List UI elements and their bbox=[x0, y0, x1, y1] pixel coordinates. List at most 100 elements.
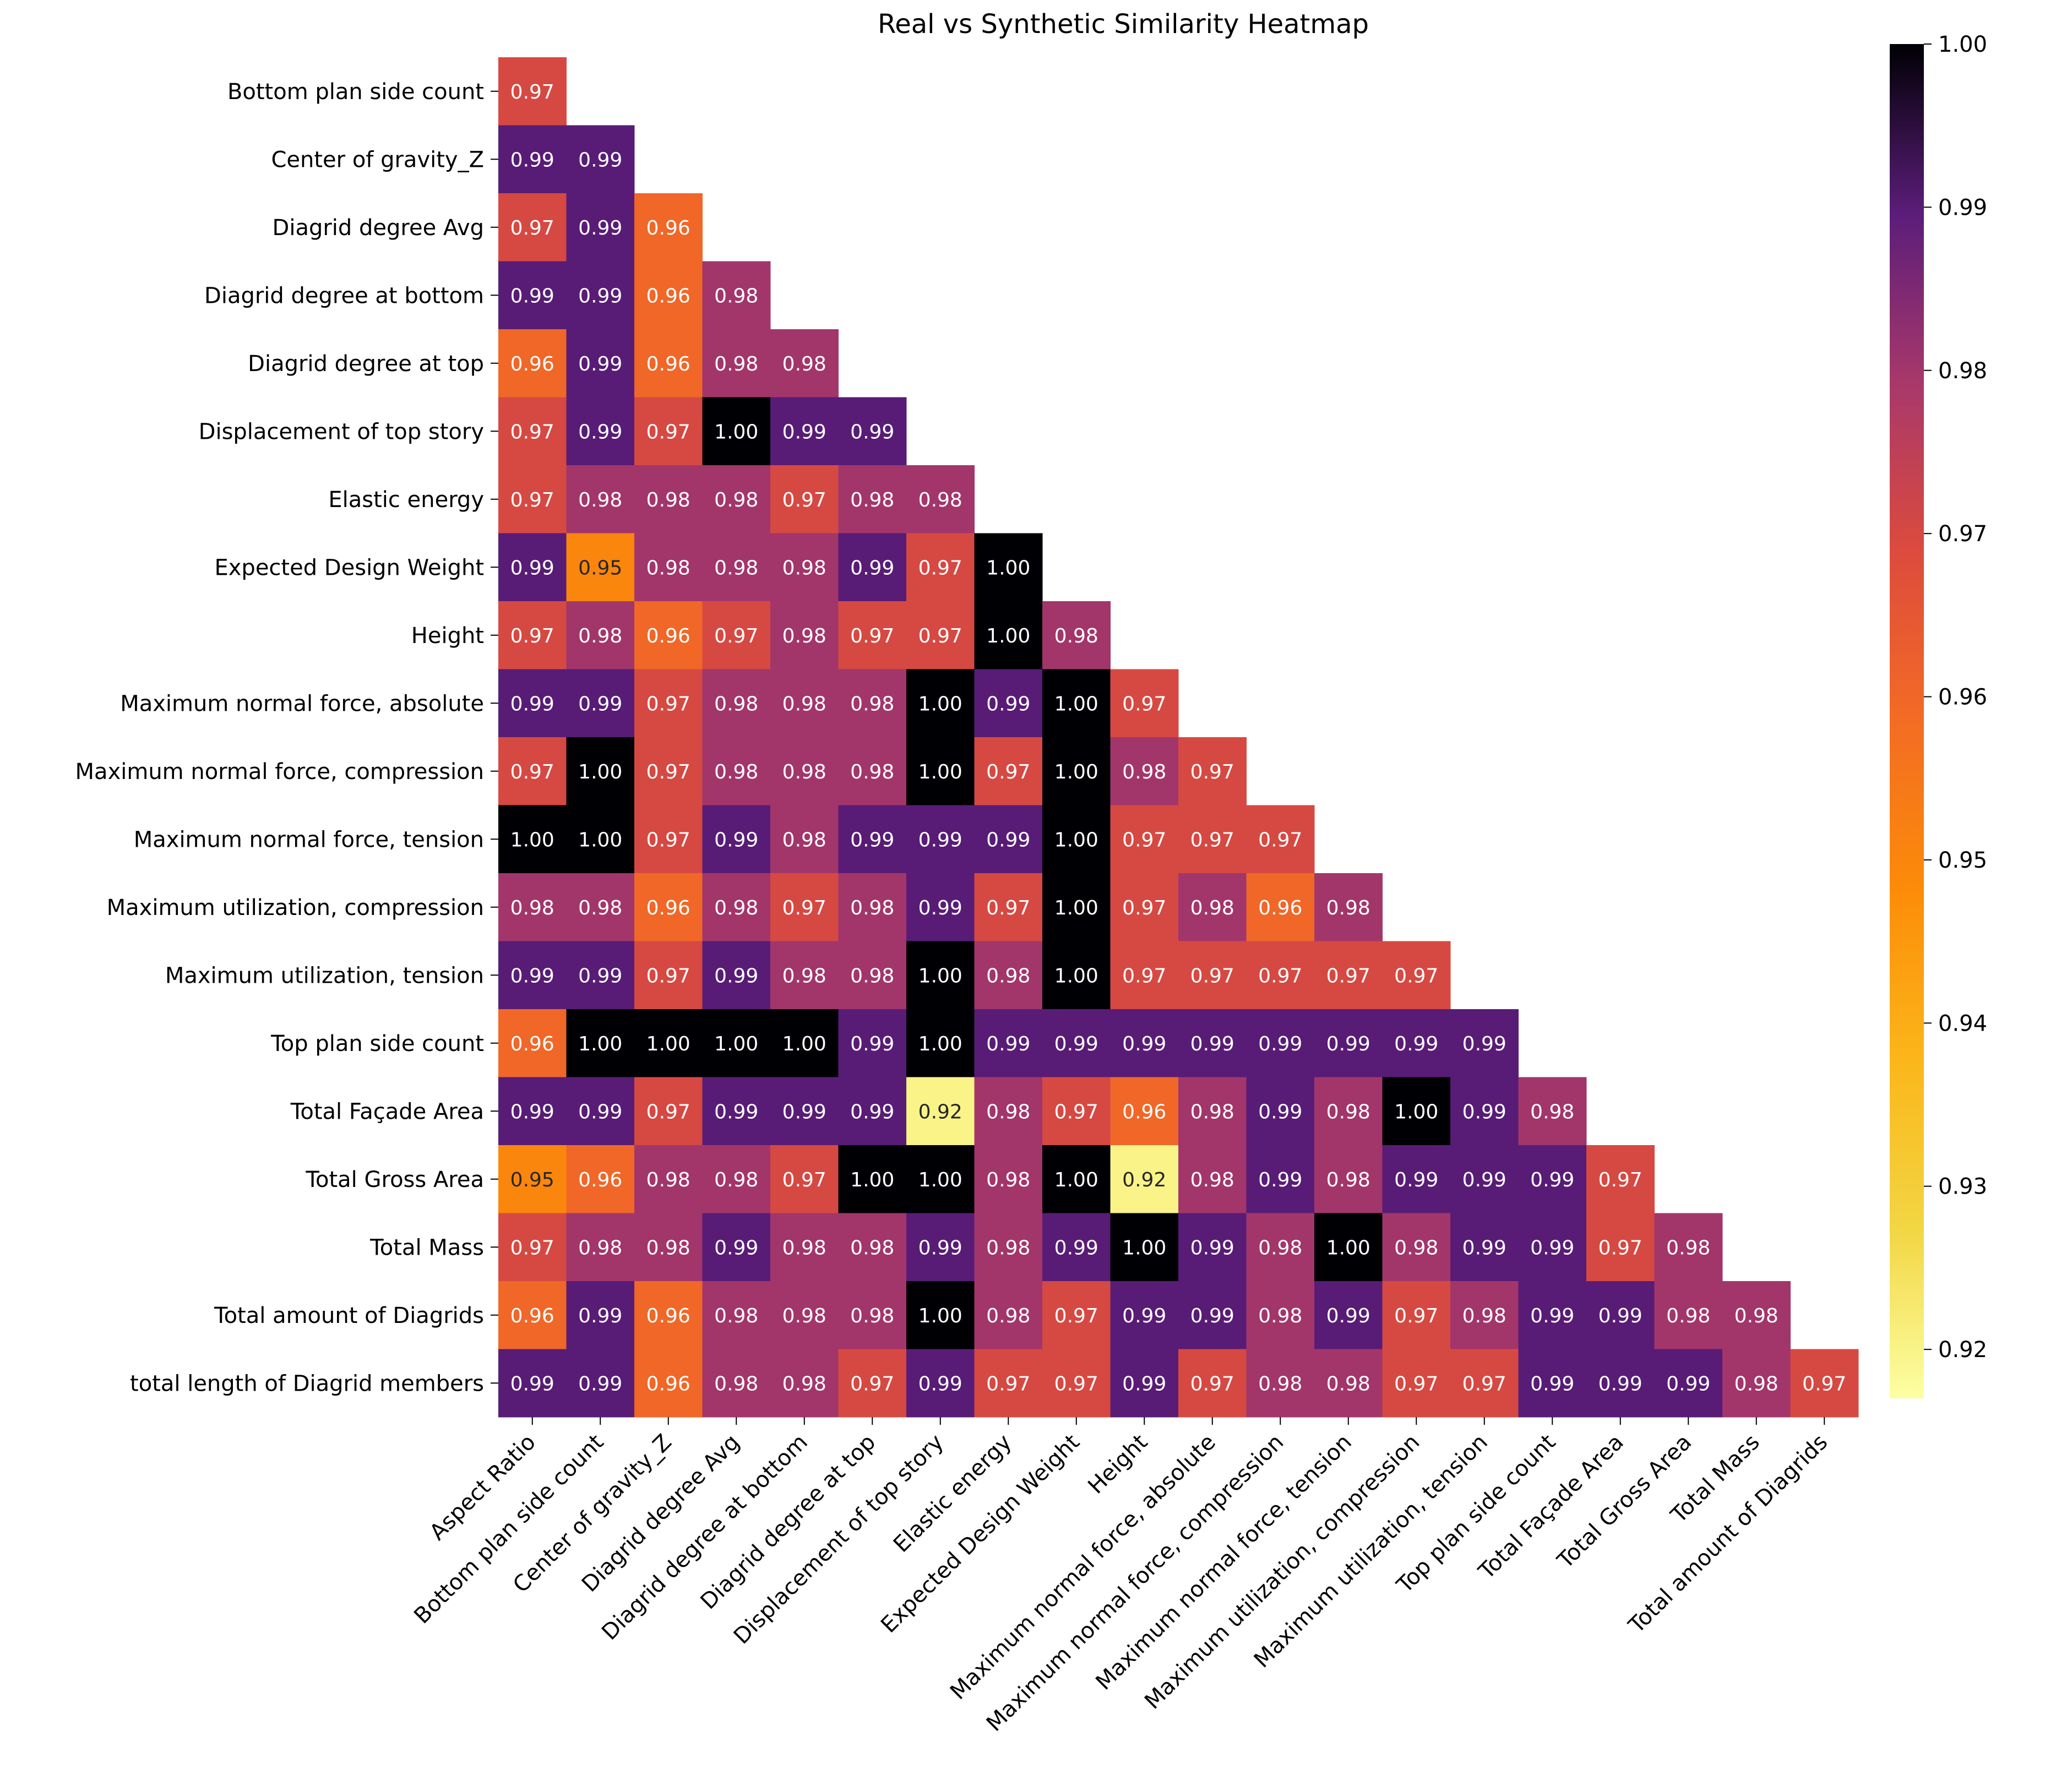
heatmap-cell bbox=[634, 1145, 703, 1213]
cell-value-label: 0.99 bbox=[1394, 1169, 1438, 1191]
cell-value-label: 0.99 bbox=[578, 965, 622, 987]
cell-value-label: 0.97 bbox=[850, 1372, 894, 1395]
heatmap-cell bbox=[838, 1009, 907, 1077]
heatmap-cell bbox=[906, 805, 975, 874]
heatmap-cell bbox=[1246, 1077, 1315, 1146]
heatmap-cell bbox=[1654, 1349, 1723, 1418]
heatmap-cell bbox=[566, 601, 635, 669]
cell-value-label: 0.97 bbox=[646, 1101, 690, 1123]
heatmap-cell bbox=[498, 261, 567, 330]
heatmap-cell bbox=[770, 1349, 839, 1418]
heatmap-cell bbox=[1178, 1349, 1247, 1418]
heatmap-cell bbox=[702, 261, 771, 330]
y-tick-label: Diagrid degree Avg bbox=[273, 215, 484, 241]
heatmap-cell bbox=[702, 397, 771, 466]
heatmap-cell bbox=[770, 1145, 839, 1213]
y-tick-label: Maximum utilization, compression bbox=[107, 895, 484, 920]
cell-value-label: 0.99 bbox=[1530, 1237, 1574, 1259]
cell-value-label: 0.98 bbox=[714, 693, 758, 715]
cell-value-label: 0.99 bbox=[1122, 1305, 1166, 1327]
cell-value-label: 0.99 bbox=[1598, 1372, 1642, 1395]
heatmap-cell bbox=[566, 1281, 635, 1349]
heatmap-cell bbox=[1450, 1077, 1519, 1146]
cell-value-label: 1.00 bbox=[918, 1305, 962, 1327]
cell-value-label: 1.00 bbox=[986, 625, 1030, 647]
cell-value-label: 0.99 bbox=[1190, 1305, 1234, 1327]
cell-value-label: 1.00 bbox=[986, 557, 1030, 579]
heatmap-cell bbox=[702, 941, 771, 1010]
heatmap-cell bbox=[838, 1349, 907, 1418]
heatmap-cell bbox=[702, 1145, 771, 1213]
heatmap-cell bbox=[1314, 1281, 1383, 1349]
heatmap-cell bbox=[702, 465, 771, 533]
heatmap-cell bbox=[770, 1281, 839, 1349]
heatmap-cell bbox=[770, 1213, 839, 1282]
heatmap-cell bbox=[1382, 1349, 1451, 1418]
heatmap-cell bbox=[974, 1077, 1043, 1146]
cell-value-label: 0.97 bbox=[850, 625, 894, 647]
heatmap-cell bbox=[1586, 1145, 1655, 1213]
heatmap-cell bbox=[498, 465, 567, 533]
heatmap-cell bbox=[1382, 941, 1451, 1010]
cell-value-label: 0.99 bbox=[850, 829, 894, 851]
heatmap-cell bbox=[634, 941, 703, 1010]
cell-value-label: 1.00 bbox=[1122, 1237, 1166, 1259]
y-tick-label: Center of gravity_Z bbox=[271, 147, 484, 172]
cell-value-label: 0.98 bbox=[986, 1101, 1030, 1123]
heatmap-cell bbox=[1246, 941, 1315, 1010]
heatmap-cell bbox=[498, 941, 567, 1010]
heatmap-cell bbox=[1042, 601, 1111, 669]
cell-value-label: 0.98 bbox=[646, 557, 690, 579]
heatmap-cell bbox=[634, 193, 703, 262]
cell-value-label: 0.97 bbox=[510, 489, 554, 511]
cell-value-label: 0.97 bbox=[1054, 1101, 1098, 1123]
cell-value-label: 0.97 bbox=[1190, 965, 1234, 987]
heatmap-cell bbox=[702, 1213, 771, 1282]
cell-value-label: 0.99 bbox=[578, 1305, 622, 1327]
cell-value-label: 0.98 bbox=[578, 1237, 622, 1259]
heatmap-cell bbox=[1382, 1077, 1451, 1146]
heatmap-cell bbox=[838, 397, 907, 466]
cell-value-label: 0.98 bbox=[714, 761, 758, 783]
heatmap-cell bbox=[634, 329, 703, 397]
cell-value-label: 0.99 bbox=[850, 1033, 894, 1055]
heatmap-cell bbox=[702, 873, 771, 941]
heatmap-cell bbox=[566, 125, 635, 194]
heatmap-cell bbox=[1314, 1145, 1383, 1213]
x-tick-label: Maximum normal force, tension bbox=[1091, 1430, 1356, 1695]
heatmap-cell bbox=[906, 941, 975, 1010]
heatmap-cell bbox=[498, 873, 567, 941]
cell-value-label: 0.99 bbox=[918, 1237, 962, 1259]
cell-value-label: 0.97 bbox=[646, 761, 690, 783]
heatmap-cell bbox=[634, 1281, 703, 1349]
cell-value-label: 0.97 bbox=[1598, 1169, 1642, 1191]
cell-value-label: 1.00 bbox=[1394, 1101, 1438, 1123]
heatmap-cell bbox=[1382, 1009, 1451, 1077]
heatmap-cell bbox=[1722, 1349, 1791, 1418]
cell-value-label: 0.99 bbox=[1530, 1372, 1574, 1395]
cell-value-label: 0.95 bbox=[578, 557, 622, 579]
cell-value-label: 1.00 bbox=[714, 421, 758, 443]
heatmap-cell bbox=[498, 669, 567, 738]
heatmap-cell bbox=[634, 669, 703, 738]
heatmap-cell bbox=[566, 329, 635, 397]
heatmap-cell bbox=[702, 533, 771, 602]
cell-value-label: 1.00 bbox=[1054, 965, 1098, 987]
cell-value-label: 0.98 bbox=[1326, 1169, 1370, 1191]
heatmap-cell bbox=[838, 1145, 907, 1213]
heatmap-cell bbox=[702, 669, 771, 738]
cell-value-label: 0.96 bbox=[1122, 1101, 1166, 1123]
cell-value-label: 0.99 bbox=[1462, 1169, 1506, 1191]
cell-value-label: 0.98 bbox=[1326, 1101, 1370, 1123]
heatmap-cell bbox=[1042, 1077, 1111, 1146]
heatmap-cell bbox=[1178, 1145, 1247, 1213]
heatmap-cell bbox=[634, 737, 703, 805]
heatmap-cell bbox=[498, 737, 567, 805]
heatmap-cell bbox=[1178, 1281, 1247, 1349]
cell-value-label: 0.99 bbox=[1054, 1033, 1098, 1055]
cell-value-label: 0.99 bbox=[1258, 1169, 1302, 1191]
cell-value-label: 0.98 bbox=[1190, 897, 1234, 919]
heatmap-cell bbox=[974, 941, 1043, 1010]
cell-value-label: 0.97 bbox=[510, 1237, 554, 1259]
